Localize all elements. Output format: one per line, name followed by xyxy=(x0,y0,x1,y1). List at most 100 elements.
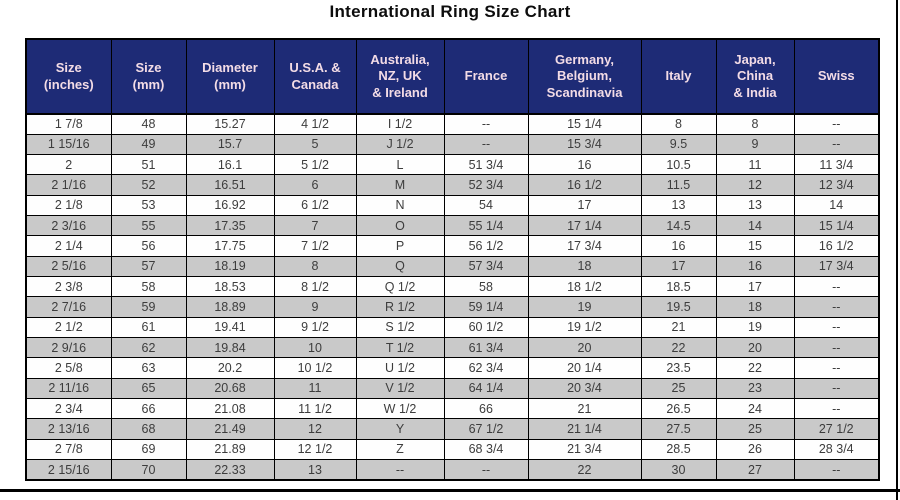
table-row: 2 5/16 57 18.19 8 Q 57 3/4 18 17 16 17 3/4 xyxy=(25,255,880,278)
table-cell: -- xyxy=(793,276,880,298)
table-cell: 16 xyxy=(640,235,717,257)
table-cell: 8 xyxy=(715,113,795,135)
table-cell: 2 3/4 xyxy=(25,398,112,420)
table-cell: W 1/2 xyxy=(355,398,445,420)
table-cell: 2 7/8 xyxy=(25,438,112,461)
table-cell: 2 3/8 xyxy=(25,276,112,298)
table-cell: 49 xyxy=(110,133,187,156)
table-row: 2 3/16 55 17.35 7 O 55 1/4 17 1/4 14.5 14 15 1/4 xyxy=(25,215,880,237)
table-body: 1 7/8 48 15.27 4 1/2 I 1/2 -- 15 1/4 8 8 -- 1 15/1… xyxy=(25,113,880,481)
table-cell: V 1/2 xyxy=(355,377,445,400)
table-row: 2 1/8 53 16.92 6 1/2 N 54 17 13 13 14 xyxy=(25,194,880,217)
table-cell: 18.19 xyxy=(185,255,275,278)
table-cell: T 1/2 xyxy=(355,337,445,359)
table-cell: 17 3/4 xyxy=(793,255,880,278)
table-cell: -- xyxy=(793,357,880,379)
table-cell: 21 xyxy=(640,316,717,339)
table-cell: 15.27 xyxy=(185,113,275,135)
table-cell: I 1/2 xyxy=(355,113,445,135)
table-cell: 15 1/4 xyxy=(793,215,880,237)
table-cell: 20 3/4 xyxy=(527,377,642,400)
table-cell: -- xyxy=(443,133,529,156)
table-cell: M xyxy=(355,174,445,196)
table-cell: 17.35 xyxy=(185,215,275,237)
table-cell: 15.7 xyxy=(185,133,275,156)
table-cell: 5 xyxy=(273,133,357,156)
table-cell: 12 1/2 xyxy=(273,438,357,461)
table-cell: 2 3/16 xyxy=(25,215,112,237)
table-cell: 51 xyxy=(110,154,187,176)
table-cell: 21 xyxy=(527,398,642,420)
page-title: International Ring Size Chart xyxy=(329,2,571,21)
table-cell: 2 13/16 xyxy=(25,418,112,440)
table-cell: 2 1/2 xyxy=(25,316,112,339)
table-row: 2 13/16 68 21.49 12 Y 67 1/2 21 1/4 27.5 25 27 1/… xyxy=(25,418,880,440)
column-header: Size (inches) xyxy=(25,38,112,115)
table-cell: 7 xyxy=(273,215,357,237)
table-cell: 5 1/2 xyxy=(273,154,357,176)
table-cell: 18 xyxy=(715,296,795,318)
table-cell: 12 xyxy=(715,174,795,196)
table-cell: -- xyxy=(793,377,880,400)
table-cell: U 1/2 xyxy=(355,357,445,379)
table-cell: J 1/2 xyxy=(355,133,445,156)
table-cell: 14 xyxy=(793,194,880,217)
table-cell: 21 1/4 xyxy=(527,418,642,440)
table-cell: 10 xyxy=(273,337,357,359)
table-cell: 6 xyxy=(273,174,357,196)
table-cell: 2 1/16 xyxy=(25,174,112,196)
table-cell: -- xyxy=(793,459,880,481)
table-cell: 20.2 xyxy=(185,357,275,379)
table-cell: 17 xyxy=(640,255,717,278)
table-cell: 20 1/4 xyxy=(527,357,642,379)
table-cell: 10.5 xyxy=(640,154,717,176)
table-cell: 13 xyxy=(273,459,357,481)
table-cell: 56 xyxy=(110,235,187,257)
table-cell: 68 3/4 xyxy=(443,438,529,461)
table-cell: 2 15/16 xyxy=(25,459,112,481)
table-cell: 14 xyxy=(715,215,795,237)
table-row: 2 7/16 59 18.89 9 R 1/2 59 1/4 19 19.5 18 -- xyxy=(25,296,880,318)
table-cell: -- xyxy=(443,459,529,481)
table-cell: 26 xyxy=(715,438,795,461)
ring-size-table: Size (inches) Size (mm) Diameter (mm) U.S.A… xyxy=(25,38,880,481)
table-cell: 20.68 xyxy=(185,377,275,400)
table-cell: 23.5 xyxy=(640,357,717,379)
column-header: France xyxy=(443,38,529,115)
column-header: Swiss xyxy=(793,38,880,115)
table-cell: -- xyxy=(793,296,880,318)
table-cell: L xyxy=(355,154,445,176)
table-cell: 9 1/2 xyxy=(273,316,357,339)
table-cell: 57 xyxy=(110,255,187,278)
table-cell: 17 xyxy=(527,194,642,217)
table-cell: 2 5/8 xyxy=(25,357,112,379)
table-cell: 9 xyxy=(715,133,795,156)
table-cell: 7 1/2 xyxy=(273,235,357,257)
table-cell: 69 xyxy=(110,438,187,461)
table-cell: 67 1/2 xyxy=(443,418,529,440)
table-cell: 18 xyxy=(527,255,642,278)
table-cell: R 1/2 xyxy=(355,296,445,318)
table-cell: 22 xyxy=(715,357,795,379)
table-cell: 2 9/16 xyxy=(25,337,112,359)
table-cell: 16 1/2 xyxy=(793,235,880,257)
table-cell: 4 1/2 xyxy=(273,113,357,135)
table-row: 2 1/4 56 17.75 7 1/2 P 56 1/2 17 3/4 16 15 16 1/2 xyxy=(25,235,880,257)
column-header: Diameter (mm) xyxy=(185,38,275,115)
table-cell: 21.49 xyxy=(185,418,275,440)
table-cell: 61 3/4 xyxy=(443,337,529,359)
table-cell: 18.53 xyxy=(185,276,275,298)
table-cell: 18.89 xyxy=(185,296,275,318)
table-cell: -- xyxy=(793,133,880,156)
table-cell: 59 xyxy=(110,296,187,318)
table-cell: 58 xyxy=(443,276,529,298)
table-row: 2 1/2 61 19.41 9 1/2 S 1/2 60 1/2 19 1/2 21 19 -- xyxy=(25,316,880,339)
column-header: Japan, China & India xyxy=(715,38,795,115)
table-cell: 51 3/4 xyxy=(443,154,529,176)
table-cell: 64 1/4 xyxy=(443,377,529,400)
table-cell: 19 1/2 xyxy=(527,316,642,339)
table-cell: 55 xyxy=(110,215,187,237)
table-row: 2 51 16.1 5 1/2 L 51 3/4 16 10.5 11 11 3/4 xyxy=(25,154,880,176)
table-cell: 23 xyxy=(715,377,795,400)
table-cell: 19 xyxy=(527,296,642,318)
